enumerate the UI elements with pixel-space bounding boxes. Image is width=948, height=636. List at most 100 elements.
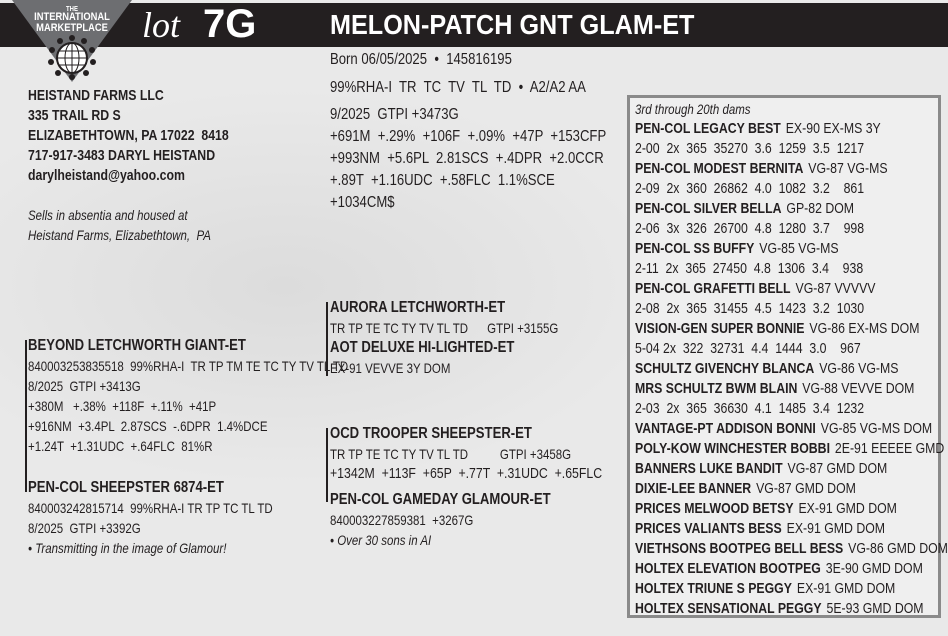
consignor-email[interactable]: darylheistand@yahoo.com bbox=[28, 167, 185, 184]
globe-icon bbox=[48, 35, 96, 80]
dam-entry-score: EX-91 GMD DOM bbox=[798, 500, 897, 517]
dam-entry: BANNERS LUKE BANDIT VG-87 GMD DOM bbox=[635, 459, 948, 479]
dam-entry-name: VIETHSONS BOOTPEG BELL BESS bbox=[635, 540, 844, 557]
dam-entry-name: HOLTEX SENSATIONAL PEGGY bbox=[635, 600, 822, 617]
dam-entry-name: PEN-COL SS BUFFY bbox=[635, 240, 755, 257]
dam-entry-score: VG-86 GMD DOM bbox=[848, 540, 948, 557]
header-bar bbox=[0, 3, 948, 47]
dam-entry-name: PRICES VALIANTS BESS bbox=[635, 520, 782, 537]
dam-entry: VANTAGE-PT ADDISON BONNI VG-85 VG-MS DOM bbox=[635, 419, 948, 439]
note-line: Heistand Farms, Elizabethtown, PA bbox=[28, 227, 211, 243]
international-marketplace-logo: THE INTERNATIONAL MARKETPLACE bbox=[12, 0, 132, 82]
dam-entry: PRICES MELWOOD BETSY EX-91 GMD DOM bbox=[635, 499, 948, 519]
dam-entry-record: 2-03 2x 365 36630 4.1 1485 3.4 1232 bbox=[635, 400, 865, 417]
dam-entry-score: EX-91 GMD DOM bbox=[786, 520, 886, 537]
animal-name: MELON-PATCH GNT GLAM-ET bbox=[330, 9, 695, 40]
dam-entry: DIXIE-LEE BANNER VG-87 GMD DOM bbox=[635, 479, 948, 499]
sire-dam-name: AOT DELUXE HI-LIGHTED-ET bbox=[330, 339, 515, 356]
pedigree-line bbox=[25, 340, 27, 492]
dams-heading: 3rd through 20th dams bbox=[635, 101, 751, 117]
dam-entry-score: VG-87 GMD DOM bbox=[787, 460, 888, 477]
dam-name: PEN-COL SHEEPSTER 6874-ET bbox=[28, 479, 224, 496]
consignor-name: HEISTAND FARMS LLC bbox=[28, 87, 164, 104]
sire-line: +916NM +3.4PL 2.87SCS -.6DPR 1.4%DCE bbox=[28, 418, 268, 434]
consignor-city: ELIZABETHTOWN, PA 17022 8418 bbox=[28, 127, 229, 144]
dam-sire-name: OCD TROOPER SHEEPSTER-ET bbox=[330, 425, 532, 442]
dam-entry-name: PEN-COL LEGACY BEST bbox=[635, 120, 781, 137]
sire-name: BEYOND LETCHWORTH GIANT-ET bbox=[28, 337, 246, 354]
logo-text: MARKETPLACE bbox=[36, 22, 108, 34]
dam-entry-record: 2-06 3x 326 26700 4.8 1280 3.7 998 bbox=[635, 220, 865, 237]
sire-dam-line: EX-91 VEVVE 3Y DOM bbox=[330, 360, 451, 376]
dam-entry: VISION-GEN SUPER BONNIE VG-86 EX-MS DOM bbox=[635, 319, 948, 339]
dam-dam-name: PEN-COL GAMEDAY GLAMOUR-ET bbox=[330, 491, 551, 508]
dam-entry: PEN-COL MODEST BERNITA VG-87 VG-MS bbox=[635, 159, 948, 179]
consignor-info: HEISTAND FARMS LLC 335 TRAIL RD S ELIZAB… bbox=[28, 86, 229, 186]
sire-sire-name: AURORA LETCHWORTH-ET bbox=[330, 299, 506, 316]
haplotype-line: 99%RHA-I TR TC TV TL TD • A2/A2 AA bbox=[330, 79, 586, 96]
dam-entry: POLY-KOW WINCHESTER BOBBI 2E-91 EEEEE GMD… bbox=[635, 439, 948, 459]
dam-entry: MRS SCHULTZ BWM BLAIN VG-88 VEVVE DOM bbox=[635, 379, 948, 399]
dam-entry-score: VG-86 EX-MS DOM bbox=[809, 320, 920, 337]
sire-sire-line: TR TP TE TC TY TV TL TD GTPI +3155G bbox=[330, 320, 559, 336]
dam-entry-score: VG-87 VG-MS bbox=[808, 160, 888, 177]
genomic-line: 9/2025 GTPI +3473G bbox=[330, 106, 459, 123]
consignor-phone: 717-917-3483 DARYL HEISTAND bbox=[28, 147, 216, 164]
dam-entry-record: 5-04 2x 322 32731 4.4 1444 3.0 967 bbox=[635, 340, 861, 357]
dam-entry: VIETHSONS BOOTPEG BELL BESS VG-86 GMD DOM bbox=[635, 539, 948, 559]
dam-entry: PEN-COL LEGACY BEST EX-90 EX-MS 3Y bbox=[635, 119, 948, 139]
dam-entry-name: PRICES MELWOOD BETSY bbox=[635, 500, 794, 517]
dam-entry: HOLTEX ELEVATION BOOTPEG 3E-90 GMD DOM bbox=[635, 559, 948, 579]
dam-entry-record: 2-00 2x 365 35270 3.6 1259 3.5 1217 bbox=[635, 140, 865, 157]
dams-list: 3rd through 20th dams PEN-COL LEGACY BES… bbox=[635, 99, 948, 619]
dam-note: • Transmitting in the image of Glamour! bbox=[28, 540, 227, 556]
dam-entry: PEN-COL GRAFETTI BELL VG-87 VVVVV bbox=[635, 279, 948, 299]
genomic-line: +993NM +5.6PL 2.81SCS +.4DPR +2.0CCR bbox=[330, 150, 604, 167]
born-line: Born 06/05/2025 • 145816195 bbox=[330, 51, 512, 68]
sire-line: +1.24T +1.31UDC +.64FLC 81%R bbox=[28, 438, 213, 454]
genomic-line: +1034CM$ bbox=[330, 194, 395, 211]
dam-entry-record: 2-11 2x 365 27450 4.8 1306 3.4 938 bbox=[635, 260, 864, 277]
dam-entry-score: VG-85 VG-MS DOM bbox=[820, 420, 933, 437]
genomic-line: +.89T +1.16UDC +.58FLC 1.1%SCE bbox=[330, 172, 555, 189]
dam-entry-score: VG-86 VG-MS bbox=[819, 360, 899, 377]
pedigree-line bbox=[326, 302, 328, 376]
dam-entry: HOLTEX SENSATIONAL PEGGY 5E-93 GMD DOM bbox=[635, 599, 948, 619]
dam-entry-name: VANTAGE-PT ADDISON BONNI bbox=[635, 420, 816, 437]
dam-entry: HOLTEX TRIUNE S PEGGY EX-91 GMD DOM bbox=[635, 579, 948, 599]
consignor-note: Sells in absentia and housed at Heistand… bbox=[28, 205, 211, 245]
animal-info: Born 06/05/2025 • 145816195 99%RHA-I TR … bbox=[330, 50, 606, 215]
lot-number: 7G bbox=[203, 2, 257, 46]
sire-line: 8/2025 GTPI +3413G bbox=[28, 378, 141, 394]
dam-entry: PEN-COL SILVER BELLA GP-82 DOM bbox=[635, 199, 948, 219]
dam-entry-name: VISION-GEN SUPER BONNIE bbox=[635, 320, 805, 337]
dam-entry-name: POLY-KOW WINCHESTER BOBBI bbox=[635, 440, 830, 457]
consignor-address: 335 TRAIL RD S bbox=[28, 107, 121, 124]
genomic-line: +691M +.29% +106F +.09% +47P +153CFP bbox=[330, 128, 607, 145]
dam-entry-name: PEN-COL SILVER BELLA bbox=[635, 200, 782, 217]
sire-line: 840003253835518 99%RHA-I TR TP TM TE TC … bbox=[28, 358, 349, 374]
dam-entry: PRICES VALIANTS BESS EX-91 GMD DOM bbox=[635, 519, 948, 539]
dam-entry-score: VG-88 VEVVE DOM bbox=[802, 380, 915, 397]
dam-entry-name: HOLTEX ELEVATION BOOTPEG bbox=[635, 560, 821, 577]
dam-entry-name: PEN-COL MODEST BERNITA bbox=[635, 160, 804, 177]
dam-entry-score: EX-91 GMD DOM bbox=[796, 580, 896, 597]
dam-entry-score: VG-87 VVVVV bbox=[795, 280, 876, 297]
dam-entry: PEN-COL SS BUFFY VG-85 VG-MS bbox=[635, 239, 948, 259]
dam-entry-name: SCHULTZ GIVENCHY BLANCA bbox=[635, 360, 815, 377]
dam-entry-score: VG-85 VG-MS bbox=[759, 240, 839, 257]
dam-entry-score: VG-87 GMD DOM bbox=[756, 480, 856, 497]
dam-sire-line: +1342M +113F +65P +.77T +.31UDC +.65FLC bbox=[330, 465, 603, 482]
dam-entry: SCHULTZ GIVENCHY BLANCA VG-86 VG-MS bbox=[635, 359, 948, 379]
dam-entry-record: 2-09 2x 360 26862 4.0 1082 3.2 861 bbox=[635, 180, 865, 197]
dam-entry-name: HOLTEX TRIUNE S PEGGY bbox=[635, 580, 792, 597]
dam-line: 840003242815714 99%RHA-I TR TP TC TL TD bbox=[28, 500, 273, 516]
dam-entry-name: BANNERS LUKE BANDIT bbox=[635, 460, 783, 477]
pedigree-line bbox=[326, 428, 328, 502]
dams-box: 3rd through 20th dams PEN-COL LEGACY BES… bbox=[627, 95, 948, 618]
dam-entry-record: 2-08 2x 365 31455 4.5 1423 3.2 1030 bbox=[635, 300, 865, 317]
dam-entry-score: 3E-90 GMD DOM bbox=[825, 560, 923, 577]
dam-entry-score: EX-90 EX-MS 3Y bbox=[785, 120, 881, 137]
dam-entry-name: MRS SCHULTZ BWM BLAIN bbox=[635, 380, 798, 397]
dam-block: PEN-COL SHEEPSTER 6874-ET 84000324281571… bbox=[28, 478, 273, 558]
